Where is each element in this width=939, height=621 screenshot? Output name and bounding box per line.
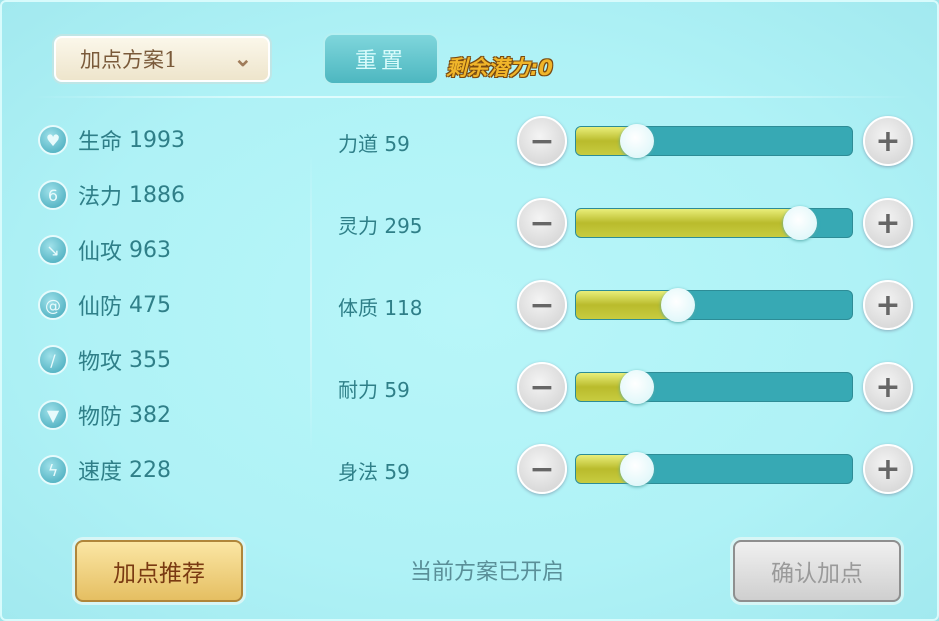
stat-row: @ 仙防 475 bbox=[38, 288, 171, 322]
shield-icon: ▼ bbox=[38, 400, 68, 430]
slider-fill bbox=[576, 291, 679, 319]
stat-value: 475 bbox=[129, 292, 172, 318]
stat-row: / 物攻 355 bbox=[38, 343, 171, 377]
plan-dropdown[interactable]: 加点方案1 ⌄ bbox=[54, 36, 270, 82]
swirl-icon: 6 bbox=[38, 180, 68, 210]
stat-label: 法力 bbox=[78, 185, 123, 210]
stat-label: 物攻 bbox=[78, 350, 123, 375]
decrease-button[interactable]: − bbox=[517, 362, 567, 412]
reset-button[interactable]: 重置 bbox=[323, 33, 439, 85]
attribute-label: 体质 118 bbox=[338, 296, 423, 320]
stat-label: 生命 bbox=[78, 130, 123, 155]
attribute-label: 力道 59 bbox=[338, 132, 410, 156]
increase-button[interactable]: + bbox=[863, 362, 913, 412]
attribute-slider[interactable] bbox=[575, 124, 853, 158]
increase-button[interactable]: + bbox=[863, 444, 913, 494]
chevron-down-icon: ⌄ bbox=[233, 46, 252, 72]
stat-value: 1993 bbox=[129, 127, 186, 153]
plan-label: 加点方案1 bbox=[80, 48, 178, 72]
spiral-icon: @ bbox=[38, 290, 68, 320]
stat-value: 1886 bbox=[129, 182, 186, 208]
attribute-slider[interactable] bbox=[575, 206, 853, 240]
stat-value: 228 bbox=[129, 457, 172, 483]
minus-icon: − bbox=[529, 205, 555, 241]
attribute-label: 耐力 59 bbox=[338, 378, 410, 402]
slider-handle[interactable] bbox=[619, 452, 654, 486]
minus-icon: − bbox=[529, 123, 555, 159]
plus-icon: + bbox=[875, 451, 901, 487]
divider bbox=[310, 152, 312, 452]
stat-row: ♥ 生命 1993 bbox=[38, 123, 185, 157]
slider-handle[interactable] bbox=[782, 206, 817, 240]
attribute-label: 灵力 295 bbox=[338, 214, 423, 238]
increase-button[interactable]: + bbox=[863, 198, 913, 248]
plus-icon: + bbox=[875, 123, 901, 159]
remaining-points: 剩余潜力:0 bbox=[446, 56, 554, 80]
stat-label: 仙防 bbox=[78, 295, 123, 320]
decrease-button[interactable]: − bbox=[517, 198, 567, 248]
slider-handle[interactable] bbox=[619, 370, 654, 404]
confirm-button[interactable]: 确认加点 bbox=[733, 540, 901, 602]
slider-fill bbox=[576, 209, 800, 237]
stat-label: 物防 bbox=[78, 405, 123, 430]
plus-icon: + bbox=[875, 369, 901, 405]
sword-icon: / bbox=[38, 345, 68, 375]
heart-icon: ♥ bbox=[38, 125, 68, 155]
minus-icon: − bbox=[529, 287, 555, 323]
increase-button[interactable]: + bbox=[863, 280, 913, 330]
stat-value: 963 bbox=[129, 237, 172, 263]
stat-label: 仙攻 bbox=[78, 240, 123, 265]
slider-handle[interactable] bbox=[661, 288, 696, 322]
attribute-slider[interactable] bbox=[575, 370, 853, 404]
decrease-button[interactable]: − bbox=[517, 116, 567, 166]
attribute-slider[interactable] bbox=[575, 452, 853, 486]
decrease-button[interactable]: − bbox=[517, 280, 567, 330]
stat-value: 355 bbox=[129, 347, 172, 373]
attribute-slider[interactable] bbox=[575, 288, 853, 322]
lightning-icon: ϟ bbox=[38, 455, 68, 485]
attribute-label: 身法 59 bbox=[338, 460, 410, 484]
increase-button[interactable]: + bbox=[863, 116, 913, 166]
stat-row: ϟ 速度 228 bbox=[38, 453, 171, 487]
wand-icon: ↘ bbox=[38, 235, 68, 265]
slider-handle[interactable] bbox=[619, 124, 654, 158]
recommend-button[interactable]: 加点推荐 bbox=[75, 540, 243, 602]
stat-label: 速度 bbox=[78, 460, 123, 485]
minus-icon: − bbox=[529, 451, 555, 487]
plus-icon: + bbox=[875, 287, 901, 323]
status-text: 当前方案已开启 bbox=[410, 560, 565, 585]
minus-icon: − bbox=[529, 369, 555, 405]
plus-icon: + bbox=[875, 205, 901, 241]
stat-value: 382 bbox=[129, 402, 172, 428]
stat-row: 6 法力 1886 bbox=[38, 178, 185, 212]
divider bbox=[32, 96, 912, 98]
stat-row: ↘ 仙攻 963 bbox=[38, 233, 171, 267]
stat-row: ▼ 物防 382 bbox=[38, 398, 171, 432]
decrease-button[interactable]: − bbox=[517, 444, 567, 494]
